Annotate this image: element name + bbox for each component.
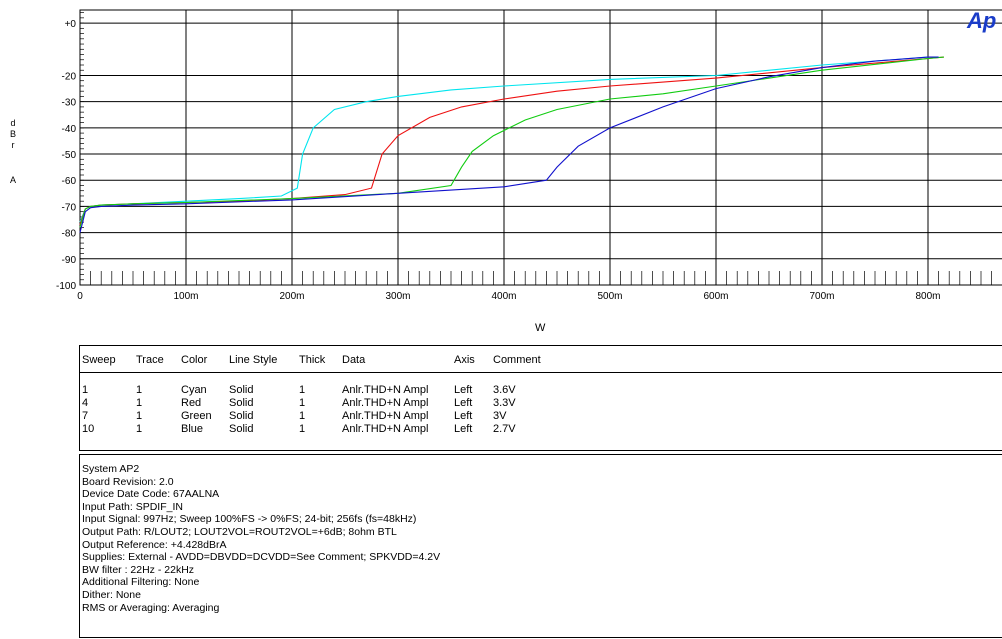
info-line: BW filter : 22Hz - 22kHz	[82, 563, 195, 576]
legend-cell: Anlr.THD+N Ampl	[342, 384, 429, 396]
legend-cell: Anlr.THD+N Ampl	[342, 397, 429, 409]
x-tick-label: 700m	[809, 291, 834, 302]
legend-cell: Left	[454, 384, 473, 396]
legend-cell: 10	[82, 423, 95, 435]
legend-cell: 1	[299, 410, 306, 422]
x-tick-label: 300m	[385, 291, 410, 302]
y-axis-label-d: d	[10, 118, 16, 128]
legend-cell: 1	[136, 410, 143, 422]
info-line: Input Signal: 997Hz; Sweep 100%FS -> 0%F…	[82, 513, 417, 526]
legend-header: Color	[181, 354, 208, 366]
y-tick-label: -40	[62, 124, 77, 135]
x-tick-label: 600m	[703, 291, 728, 302]
series-line-3.6V	[79, 56, 939, 223]
legend-cell: 1	[82, 384, 89, 396]
legend-cell: 1	[136, 397, 143, 409]
legend-cell: 3.3V	[493, 397, 516, 409]
legend-cell: 7	[82, 410, 89, 422]
y-tick-label: +0	[65, 19, 77, 30]
x-tick-label: 100m	[173, 291, 198, 302]
legend-cell: 4	[82, 397, 89, 409]
legend-cell: 1	[136, 423, 143, 435]
info-line: System AP2	[82, 463, 140, 475]
legend-header: Comment	[493, 354, 541, 366]
y-tick-label: -60	[62, 176, 77, 187]
y-axis-label-r: r	[11, 140, 15, 150]
y-axis-label-A: A	[9, 175, 16, 185]
legend-cell: Solid	[229, 397, 254, 409]
legend-cell: Anlr.THD+N Ampl	[342, 410, 429, 422]
info-line: Board Revision: 2.0	[82, 475, 174, 488]
y-tick-label: -70	[62, 202, 77, 213]
legend-table: Sweep Trace Color Line Style Thick Data Axis Co…	[79, 345, 1002, 451]
y-tick-label: -100	[56, 281, 76, 292]
y-axis-label-B: B	[9, 129, 16, 139]
legend-header: Thick	[299, 354, 326, 366]
y-tick-label: -50	[62, 150, 77, 161]
test-info-panel: System AP2 Board Revision: 2.0 Device Date…	[79, 454, 1002, 638]
y-tick-label: -30	[62, 98, 77, 109]
x-axis-label: W	[535, 322, 546, 334]
x-tick-label: 500m	[597, 291, 622, 302]
y-tick-label: -80	[62, 229, 77, 240]
legend-header: Line Style	[229, 354, 278, 366]
legend-cell: Left	[454, 397, 473, 409]
legend-cell: Left	[454, 423, 473, 435]
legend-cell: 3.6V	[493, 384, 516, 396]
info-line: Dither: None	[82, 589, 141, 601]
legend-cell: 1	[299, 423, 306, 435]
legend-cell: 1	[299, 397, 306, 409]
x-tick-label: 800m	[915, 291, 940, 302]
y-tick-label: -90	[62, 255, 77, 266]
legend-cell: Green	[181, 410, 212, 422]
legend-cell: Solid	[229, 384, 254, 396]
legend-cell: Red	[181, 397, 202, 409]
info-line: Additional Filtering: None	[82, 576, 200, 589]
legend-cell: 1	[136, 384, 143, 396]
y-tick-label: -20	[62, 71, 77, 82]
legend-cell: 2.7V	[493, 423, 516, 435]
info-line: Device Date Code: 67AALNA	[82, 488, 220, 501]
series-line-2.7V	[79, 56, 939, 233]
legend-cell: 3V	[493, 410, 507, 422]
legend-cell: 1	[299, 384, 306, 396]
x-tick-label: 400m	[491, 291, 516, 302]
legend-cell: Anlr.THD+N Ampl	[342, 423, 429, 435]
x-tick-label: 200m	[279, 291, 304, 302]
legend-header: Sweep	[82, 354, 116, 366]
legend-cell: Solid	[229, 423, 254, 435]
plot-frame	[79, 9, 1002, 286]
legend-cell: Blue	[181, 423, 204, 435]
legend-cell: Solid	[229, 410, 254, 422]
info-line: Output Reference: +4.428dBrA	[82, 538, 227, 551]
legend-cell: Cyan	[181, 384, 207, 396]
series-line-3V	[79, 56, 944, 228]
info-line: Supplies: External - AVDD=DBVDD=DCVDD=Se…	[82, 551, 441, 564]
ap-logo: Ap	[967, 8, 997, 33]
legend-cell: Left	[454, 410, 473, 422]
legend-header: Axis	[454, 354, 475, 366]
x-tick-label: 0	[77, 291, 83, 302]
legend-header: Data	[342, 354, 366, 366]
legend-divider	[80, 372, 1002, 373]
info-line: RMS or Averaging: Averaging	[82, 601, 220, 614]
info-line: Input Path: SPDIF_IN	[82, 500, 183, 513]
info-line: Output Path: R/LOUT2; LOUT2VOL=ROUT2VOL=…	[82, 526, 397, 538]
legend-header: Trace	[136, 354, 164, 366]
